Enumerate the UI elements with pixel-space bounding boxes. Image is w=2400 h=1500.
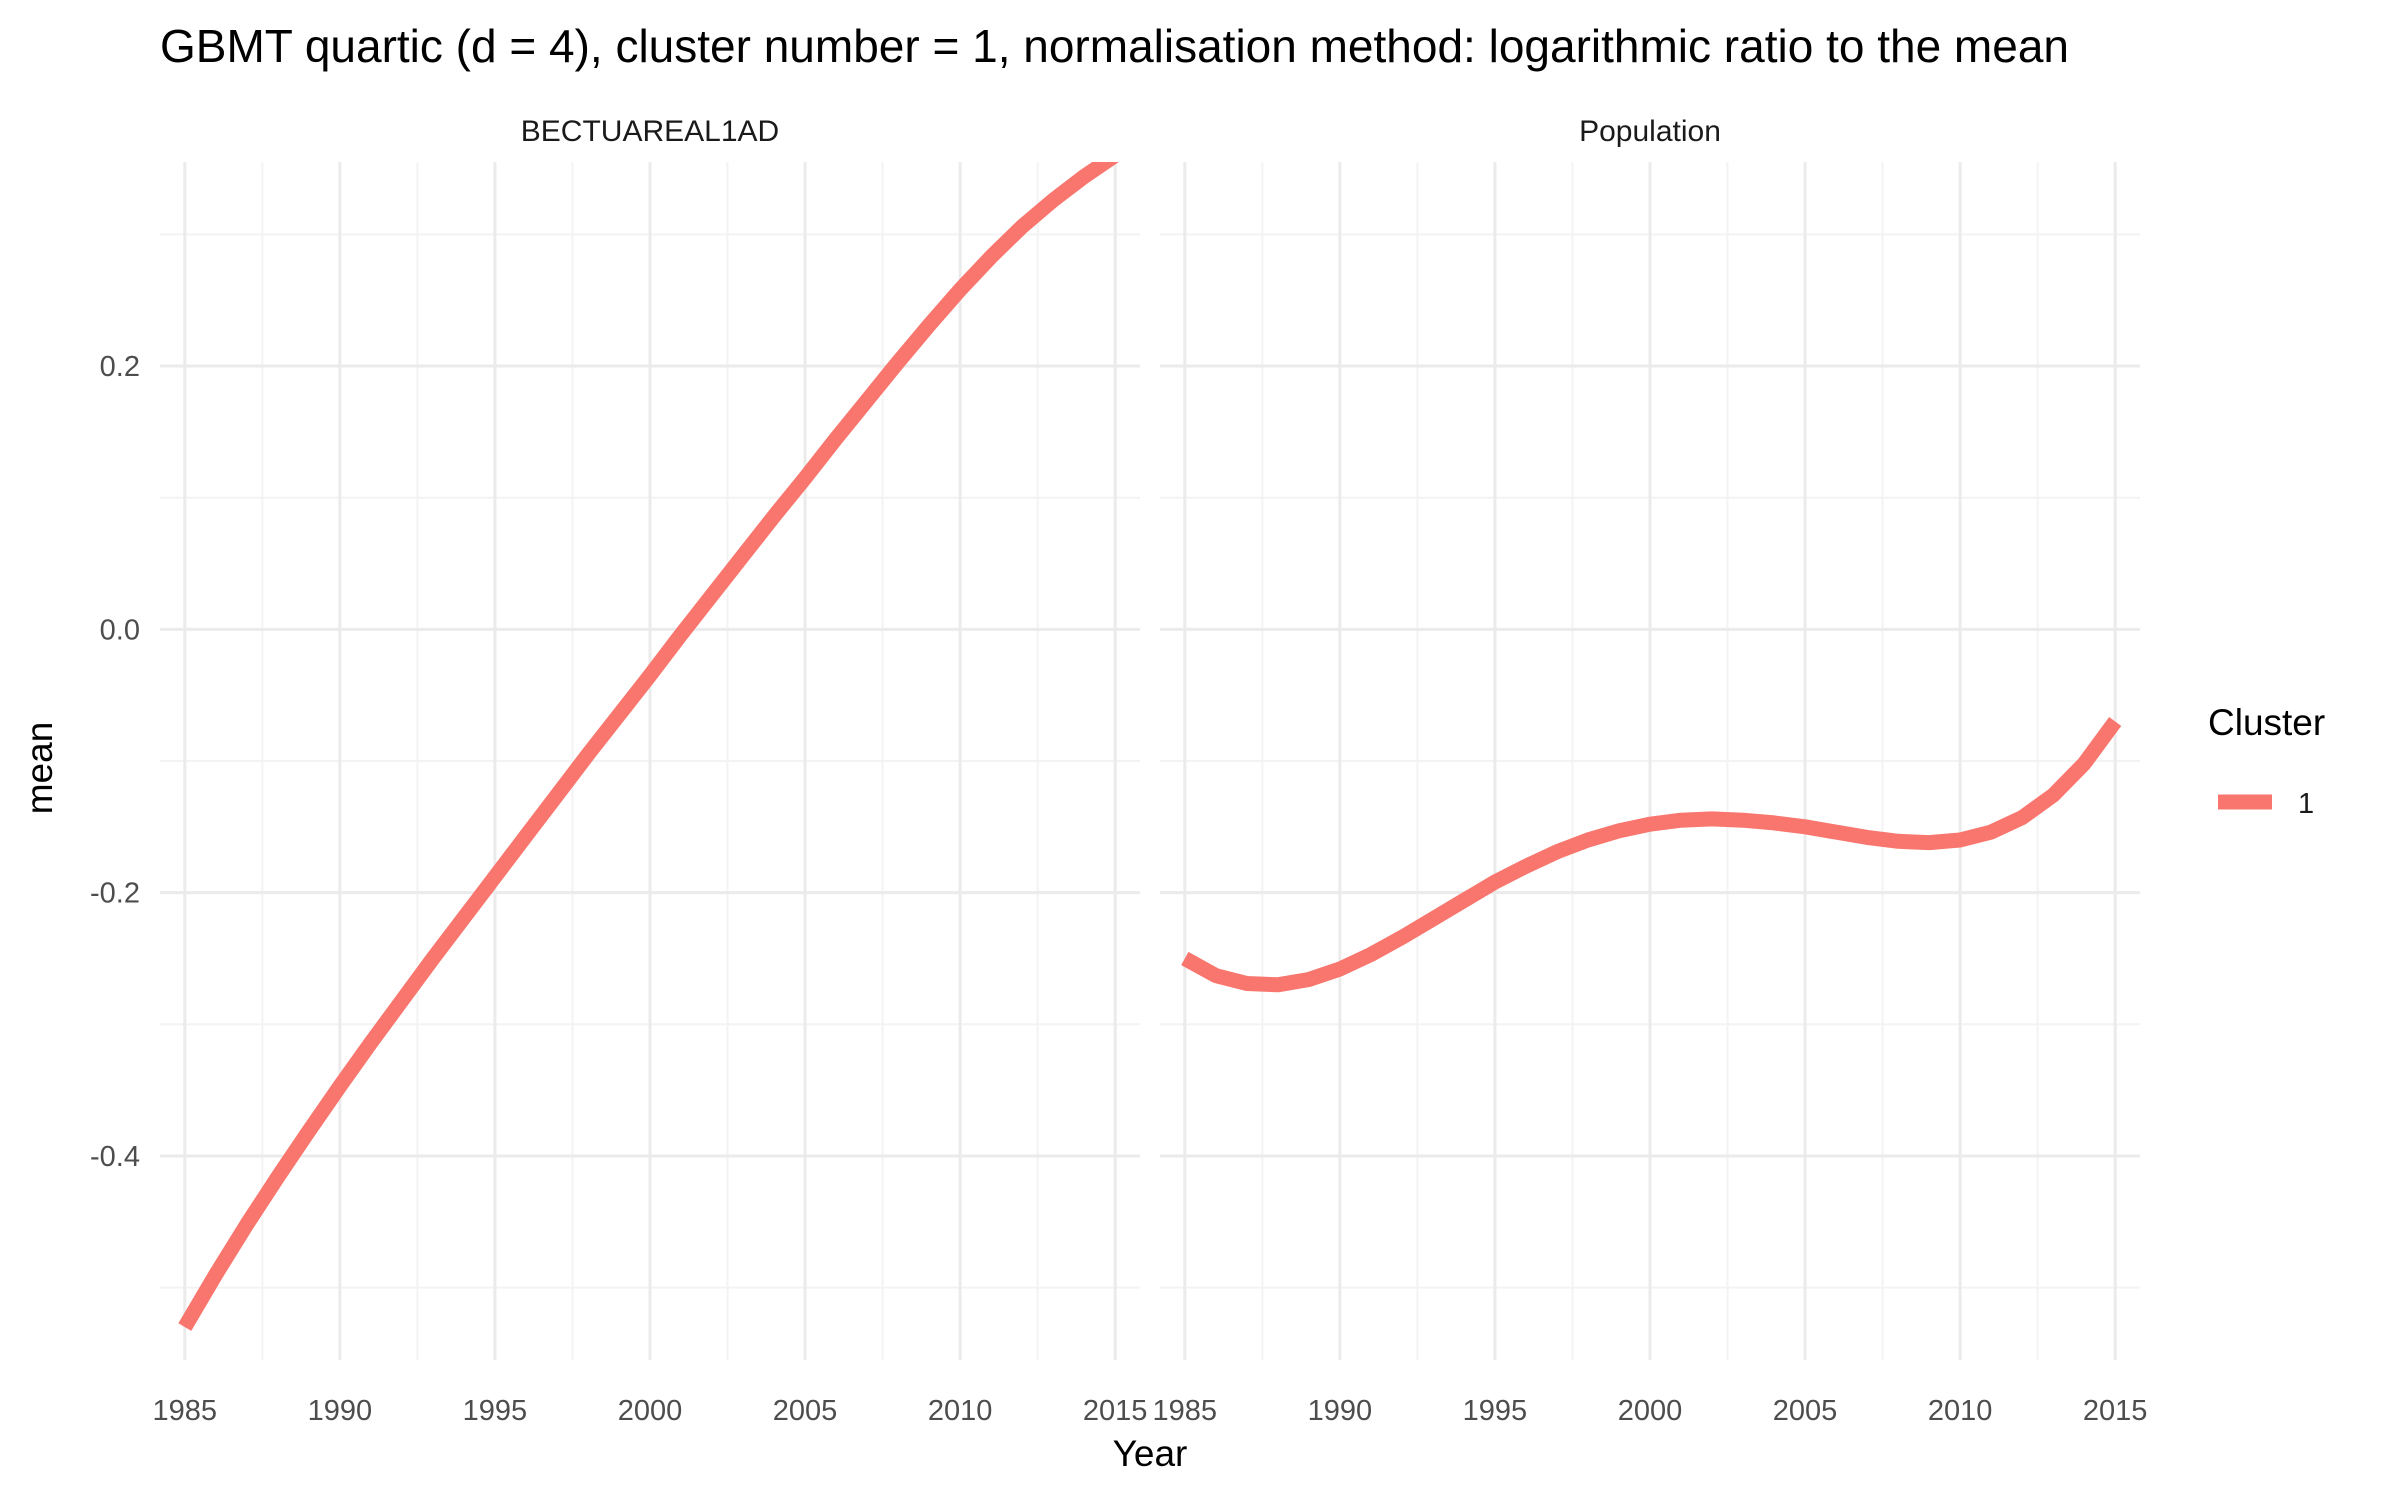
x-axis-title: Year bbox=[1113, 1433, 1188, 1474]
y-tick-label: 0.2 bbox=[100, 351, 140, 383]
series-line-cluster-1 bbox=[1181, 717, 2122, 993]
x-tick-label: 1985 bbox=[1153, 1395, 1218, 1427]
x-tick-label: 2010 bbox=[1928, 1395, 1993, 1427]
x-tick-label: 1985 bbox=[153, 1395, 218, 1427]
x-tick-label: 2000 bbox=[1618, 1395, 1683, 1427]
x-tick-label: 1990 bbox=[1308, 1395, 1373, 1427]
x-tick-label: 1990 bbox=[308, 1395, 373, 1427]
panel-strip-label: Population bbox=[1579, 115, 1721, 148]
y-tick-label: 0.0 bbox=[100, 614, 140, 646]
legend: Cluster 1 bbox=[2208, 702, 2325, 820]
x-tick-label: 2015 bbox=[2083, 1395, 2148, 1427]
y-axis-title: mean bbox=[19, 722, 60, 815]
panel-strip-label: BECTUAREAL1AD bbox=[521, 115, 779, 148]
panels: BECTUAREAL1AD 1985 1990 1995 2000 2005 2010 201… bbox=[153, 115, 2148, 1427]
panel-2: Population 1985 1990 1995 2000 2005 2010 2015 bbox=[1153, 115, 2148, 1427]
x-tick-label: 2005 bbox=[773, 1395, 838, 1427]
x-tick-label: 2010 bbox=[928, 1395, 993, 1427]
chart-title: GBMT quartic (d = 4), cluster number = 1… bbox=[160, 20, 2069, 72]
x-tick-label: 1995 bbox=[1463, 1395, 1528, 1427]
y-tick-label: -0.4 bbox=[90, 1141, 140, 1173]
x-tick-label: 2015 bbox=[1083, 1395, 1148, 1427]
legend-title: Cluster bbox=[2208, 702, 2325, 743]
y-axis-tick-labels: -0.4 -0.2 0.0 0.2 bbox=[90, 351, 140, 1173]
legend-label: 1 bbox=[2298, 788, 2314, 820]
y-tick-label: -0.2 bbox=[90, 878, 140, 910]
x-tick-label: 1995 bbox=[463, 1395, 528, 1427]
panel-1: BECTUAREAL1AD 1985 1990 1995 2000 2005 2010 201… bbox=[153, 115, 1148, 1427]
series-line-cluster-1 bbox=[178, 162, 1119, 1331]
x-tick-label: 2000 bbox=[618, 1395, 683, 1427]
x-tick-label: 2005 bbox=[1773, 1395, 1838, 1427]
